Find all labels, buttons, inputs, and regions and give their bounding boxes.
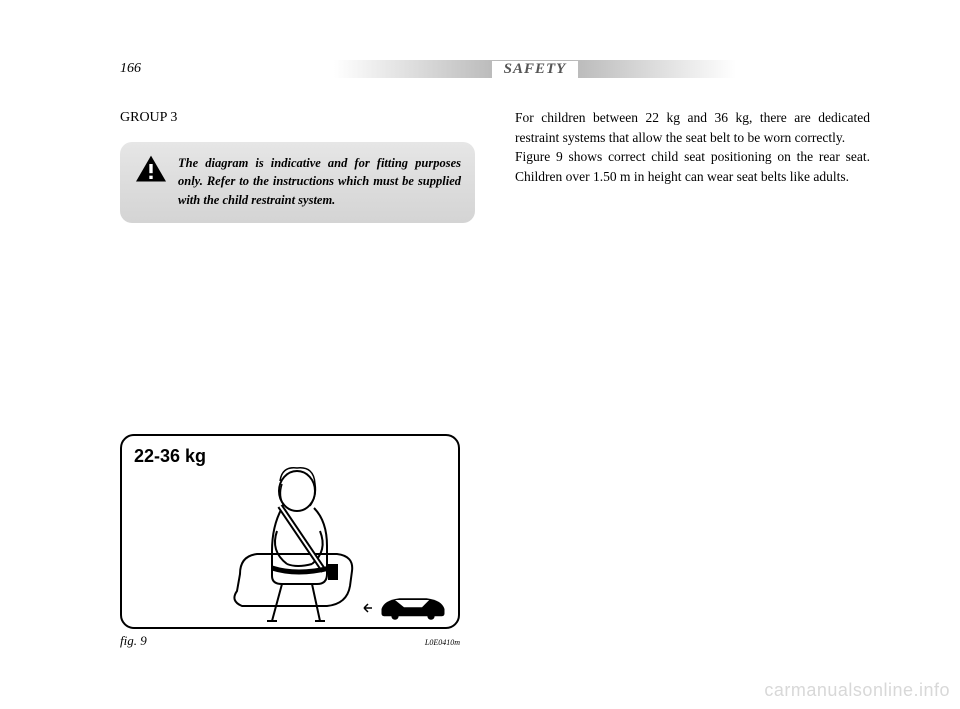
page: 166 SAFETY GROUP 3 The diagram is indica… xyxy=(0,0,960,709)
figure-caption-row: fig. 9 L0E0410m xyxy=(120,633,460,649)
paragraph-1: For children between 22 kg and 36 kg, th… xyxy=(515,108,870,147)
figure-label: fig. 9 xyxy=(120,633,147,649)
warning-text: The diagram is indicative and for fittin… xyxy=(178,154,461,208)
section-title: SAFETY xyxy=(492,61,579,78)
right-column: For children between 22 kg and 36 kg, th… xyxy=(515,108,870,223)
figure-code: L0E0410m xyxy=(425,638,460,647)
group-title: GROUP 3 xyxy=(120,108,475,128)
warning-box: The diagram is indicative and for fittin… xyxy=(120,142,475,222)
content-columns: GROUP 3 The diagram is indicative and fo… xyxy=(120,108,870,223)
warning-triangle-icon xyxy=(134,154,168,184)
figure-block: 22-36 kg xyxy=(120,434,460,649)
weight-label: 22-36 kg xyxy=(134,446,206,467)
left-column: GROUP 3 The diagram is indicative and fo… xyxy=(120,108,475,223)
header-bar: SAFETY xyxy=(200,60,870,78)
figure-frame: 22-36 kg xyxy=(120,434,460,629)
page-header: 166 SAFETY xyxy=(120,60,870,78)
paragraph-2: Figure 9 shows correct child seat positi… xyxy=(515,147,870,186)
watermark: carmanualsonline.info xyxy=(764,680,950,701)
page-number: 166 xyxy=(120,61,200,77)
